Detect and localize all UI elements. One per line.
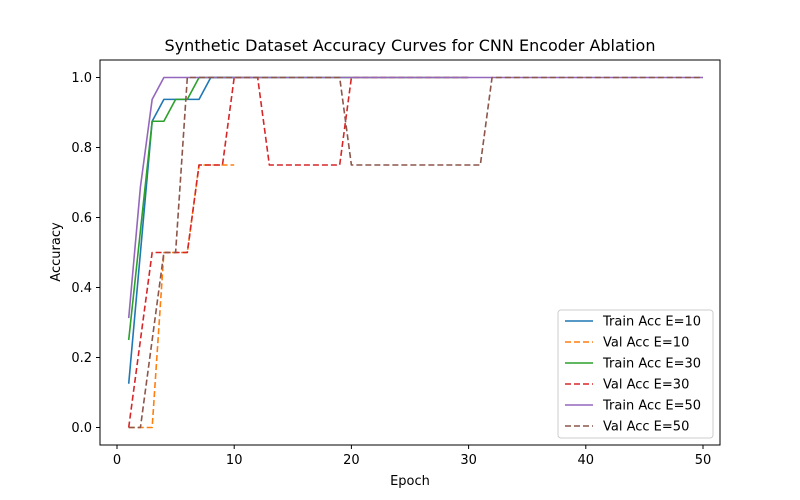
legend-label-6: Val Acc E=50 [603, 420, 689, 435]
series-line-4 [127, 76, 469, 428]
legend-label-2: Val Acc E=10 [603, 336, 689, 351]
y-tick-label: 1.0 [71, 71, 92, 86]
y-tick-label: 0.8 [71, 141, 92, 156]
chart-title: Synthetic Dataset Accuracy Curves for CN… [165, 36, 656, 55]
legend-label-4: Val Acc E=30 [603, 378, 689, 393]
x-tick-label: 0 [113, 453, 121, 468]
series-line-1 [127, 76, 235, 384]
y-tick-label: 0.4 [71, 281, 92, 296]
y-tick-label: 0.0 [71, 421, 92, 436]
x-tick-label: 10 [226, 453, 243, 468]
x-tick-label: 40 [578, 453, 595, 468]
legend-items: Train Acc E=10 Val Acc E=10 Train Acc E=30… [565, 315, 701, 435]
series-line-3 [127, 76, 469, 341]
y-axis-label: Accuracy [49, 222, 64, 282]
legend-label-3: Train Acc E=30 [602, 357, 701, 372]
y-tick-label: 0.2 [71, 351, 92, 366]
x-tick-label: 30 [460, 453, 477, 468]
legend-label-1: Train Acc E=10 [602, 315, 701, 330]
x-axis: 0 10 20 30 40 50 [113, 445, 711, 468]
plot-frame [99, 59, 721, 446]
x-axis-label: Epoch [390, 474, 430, 489]
y-axis: 0.0 0.2 0.4 0.6 0.8 1.0 [71, 71, 100, 436]
legend: Train Acc E=10 Val Acc E=10 Train Acc E=30… [557, 309, 714, 439]
series-line-6 [128, 76, 704, 429]
x-tick-label: 50 [695, 453, 712, 468]
legend-label-5: Train Acc E=50 [602, 399, 701, 414]
plot-area [99, 59, 721, 446]
legend-frame [557, 309, 714, 439]
series-line-5 [127, 76, 704, 319]
x-tick-label: 20 [343, 453, 360, 468]
series-layer [127, 76, 704, 429]
y-tick-label: 0.6 [71, 211, 92, 226]
